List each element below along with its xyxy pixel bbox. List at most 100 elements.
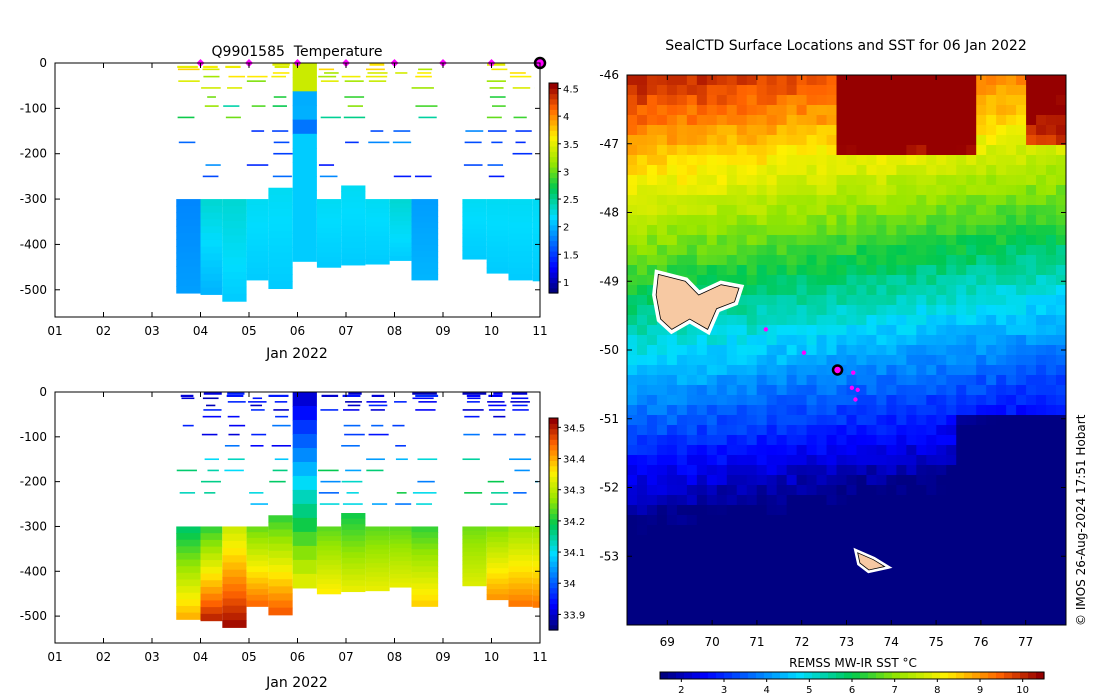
sst-cell	[926, 505, 937, 516]
profile-cell	[389, 229, 412, 235]
sst-cell	[1016, 395, 1027, 406]
sst-cell	[926, 345, 937, 356]
sst-cell	[986, 175, 997, 186]
sst-cell	[856, 375, 867, 386]
sst-cell	[716, 95, 728, 106]
surface-sample-line	[512, 404, 528, 407]
lat-tick-label: -52	[599, 481, 619, 495]
profile-cell	[316, 252, 342, 258]
sst-cell	[896, 545, 907, 556]
colorbar-swatch	[549, 582, 558, 589]
sst-cell	[886, 485, 897, 496]
sst-cell	[786, 275, 798, 286]
sst-cell	[856, 395, 867, 406]
sst-cell	[666, 555, 678, 566]
profile-cell	[532, 251, 540, 258]
sst-cell	[816, 105, 828, 116]
sst-cell	[926, 495, 937, 506]
sst-cell	[636, 525, 648, 536]
sst-cell	[676, 425, 688, 436]
sst-cell	[666, 585, 678, 596]
sst-cell	[816, 165, 828, 176]
sst-cell	[776, 375, 788, 386]
profile-cell	[389, 242, 412, 248]
sst-cell	[726, 165, 738, 176]
sst-cell	[946, 485, 957, 496]
sst-cell	[996, 125, 1007, 136]
sst-cell	[956, 505, 967, 516]
sst-cell	[656, 495, 668, 506]
sst-cell	[966, 325, 977, 336]
sst-cell	[1056, 165, 1067, 176]
x-tick-label: 02	[96, 324, 111, 338]
sst-cell	[926, 545, 937, 556]
sst-cell	[846, 185, 857, 196]
sst-cell	[956, 75, 967, 86]
sst-cell	[686, 615, 698, 626]
sst-cell	[846, 355, 857, 366]
sst-cell	[716, 265, 728, 276]
sst-cell	[816, 315, 828, 326]
surface-sample-line	[412, 392, 437, 395]
sst-cell	[776, 275, 788, 286]
surface-sample-line	[273, 96, 287, 98]
profile-cell	[389, 539, 412, 545]
sst-cell	[786, 495, 798, 506]
profile-cell	[411, 227, 439, 235]
sst-cell	[1006, 435, 1017, 446]
sst-cell	[786, 455, 798, 466]
colorbar-swatch	[549, 539, 558, 546]
surface-sample-line	[200, 480, 221, 483]
sst-cell	[1026, 195, 1037, 206]
sst-cell	[666, 95, 678, 106]
surface-sample-line	[246, 164, 269, 166]
sst-cell	[916, 325, 927, 336]
sst-cell	[766, 175, 778, 186]
sst-cell	[936, 235, 947, 246]
sst-cell	[776, 605, 788, 616]
sst-cell	[666, 135, 678, 146]
sst-cell	[696, 225, 708, 236]
sst-colorbar-swatch	[732, 672, 741, 679]
sst-cell	[826, 415, 838, 426]
sst-cell	[896, 485, 907, 496]
sst-cell	[916, 275, 927, 286]
sst-cell	[886, 375, 897, 386]
sst-cell	[646, 375, 658, 386]
sst-cell	[916, 225, 927, 236]
sst-cell	[836, 355, 847, 366]
sst-cell	[976, 95, 987, 106]
sst-cell	[646, 215, 658, 226]
sst-cell	[736, 135, 748, 146]
sst-cell	[916, 495, 927, 506]
sst-cell	[976, 145, 987, 156]
sst-cell	[636, 555, 648, 566]
sst-cell	[1016, 355, 1027, 366]
x-tick-label: 06	[290, 650, 305, 664]
sst-cell	[716, 425, 728, 436]
sst-cell	[686, 375, 698, 386]
sst-cell	[676, 445, 688, 456]
sst-cell	[656, 175, 668, 186]
sst-cell	[646, 415, 658, 426]
sst-cell	[876, 605, 887, 616]
profile-cell	[532, 204, 540, 212]
sst-cell	[646, 445, 658, 456]
sst-cell	[906, 295, 917, 306]
sst-cell	[1006, 75, 1017, 86]
sst-cell	[726, 185, 738, 196]
sst-cell	[706, 125, 718, 136]
sst-cell	[946, 445, 957, 456]
sst-cell	[627, 545, 638, 556]
sst-cell	[676, 85, 688, 96]
sst-cell	[1006, 175, 1017, 186]
sst-cell	[826, 235, 838, 246]
profile-cell	[411, 250, 439, 258]
sst-cell	[756, 105, 768, 116]
sst-cell	[656, 235, 668, 246]
sst-cell	[656, 325, 668, 336]
sst-cell	[1016, 545, 1027, 556]
sst-cell	[686, 215, 698, 226]
x-tick-label: 09	[435, 324, 450, 338]
sst-cell	[1036, 175, 1047, 186]
